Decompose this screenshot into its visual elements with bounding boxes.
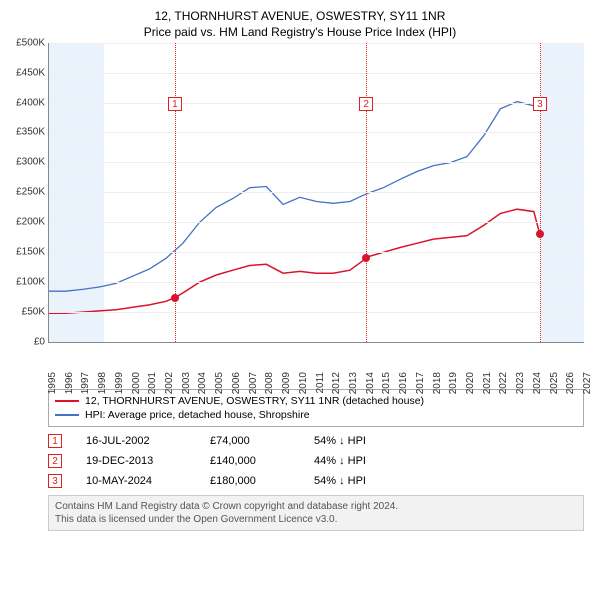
x-tick-label: 2008 xyxy=(264,372,275,394)
x-tick-label: 1997 xyxy=(80,372,91,394)
x-tick-label: 2004 xyxy=(197,372,208,394)
sale-compare: 54% ↓ HPI xyxy=(314,435,584,447)
x-tick-label: 2012 xyxy=(331,372,342,394)
x-tick-label: 2003 xyxy=(181,372,192,394)
x-tick-label: 2006 xyxy=(231,372,242,394)
y-tick-label: £150K xyxy=(3,247,45,258)
chart-container: 12, THORNHURST AVENUE, OSWESTRY, SY11 1N… xyxy=(0,0,600,590)
sale-num-box: 1 xyxy=(48,434,62,448)
sale-vline xyxy=(366,43,367,342)
sale-row: 1 16-JUL-2002 £74,000 54% ↓ HPI xyxy=(48,431,584,451)
x-tick-label: 2009 xyxy=(281,372,292,394)
chart-subtitle: Price paid vs. HM Land Registry's House … xyxy=(0,25,600,43)
x-tick-label: 2001 xyxy=(147,372,158,394)
sale-compare: 54% ↓ HPI xyxy=(314,475,584,487)
sale-date: 19-DEC-2013 xyxy=(86,455,186,467)
sale-vline xyxy=(540,43,541,342)
legend: 12, THORNHURST AVENUE, OSWESTRY, SY11 1N… xyxy=(48,389,584,427)
y-tick-label: £100K xyxy=(3,276,45,287)
x-tick-label: 2013 xyxy=(348,372,359,394)
x-tick-label: 1999 xyxy=(114,372,125,394)
x-tick-label: 2025 xyxy=(549,372,560,394)
sale-compare: 44% ↓ HPI xyxy=(314,455,584,467)
x-tick-label: 2023 xyxy=(515,372,526,394)
x-tick-label: 2007 xyxy=(248,372,259,394)
plot-area: £0£50K£100K£150K£200K£250K£300K£350K£400… xyxy=(48,43,584,343)
gridline xyxy=(49,192,584,193)
legend-swatch xyxy=(55,414,79,416)
y-tick-label: £250K xyxy=(3,187,45,198)
y-tick-label: £200K xyxy=(3,217,45,228)
gridline xyxy=(49,132,584,133)
sale-date: 16-JUL-2002 xyxy=(86,435,186,447)
credit-line-2: This data is licensed under the Open Gov… xyxy=(55,513,577,526)
sale-price: £180,000 xyxy=(210,475,290,487)
gridline xyxy=(49,162,584,163)
sale-marker-box: 1 xyxy=(168,97,182,111)
sale-price: £140,000 xyxy=(210,455,290,467)
sale-marker-box: 3 xyxy=(533,97,547,111)
sale-num-box: 3 xyxy=(48,474,62,488)
sale-date: 10-MAY-2024 xyxy=(86,475,186,487)
y-tick-label: £50K xyxy=(3,306,45,317)
legend-row: 12, THORNHURST AVENUE, OSWESTRY, SY11 1N… xyxy=(55,394,577,408)
sale-dot xyxy=(171,294,179,302)
legend-swatch xyxy=(55,400,79,402)
y-tick-label: £350K xyxy=(3,127,45,138)
x-tick-label: 2027 xyxy=(582,372,593,394)
gridline xyxy=(49,222,584,223)
legend-label: 12, THORNHURST AVENUE, OSWESTRY, SY11 1N… xyxy=(85,395,424,407)
x-tick-label: 2018 xyxy=(432,372,443,394)
x-tick-label: 1996 xyxy=(64,372,75,394)
x-tick-label: 1995 xyxy=(47,372,58,394)
y-tick-label: £300K xyxy=(3,157,45,168)
gridline xyxy=(49,252,584,253)
sale-row: 3 10-MAY-2024 £180,000 54% ↓ HPI xyxy=(48,471,584,491)
x-tick-label: 2005 xyxy=(214,372,225,394)
chart-area: £0£50K£100K£150K£200K£250K£300K£350K£400… xyxy=(48,43,584,383)
series-property xyxy=(49,209,540,313)
y-tick-label: £400K xyxy=(3,97,45,108)
legend-row: HPI: Average price, detached house, Shro… xyxy=(55,408,577,422)
sale-row: 2 19-DEC-2013 £140,000 44% ↓ HPI xyxy=(48,451,584,471)
x-tick-label: 2014 xyxy=(365,372,376,394)
sale-dot xyxy=(536,230,544,238)
series-hpi xyxy=(49,101,541,291)
x-tick-label: 2020 xyxy=(465,372,476,394)
credit-line-1: Contains HM Land Registry data © Crown c… xyxy=(55,500,577,513)
gridline xyxy=(49,282,584,283)
x-tick-label: 2000 xyxy=(131,372,142,394)
x-tick-label: 2026 xyxy=(565,372,576,394)
sales-table: 1 16-JUL-2002 £74,000 54% ↓ HPI 2 19-DEC-2013… xyxy=(48,431,584,491)
y-tick-label: £500K xyxy=(3,37,45,48)
x-tick-label: 1998 xyxy=(97,372,108,394)
x-tick-label: 2021 xyxy=(482,372,493,394)
gridline xyxy=(49,43,584,44)
sale-num-box: 2 xyxy=(48,454,62,468)
gridline xyxy=(49,103,584,104)
x-tick-label: 2019 xyxy=(448,372,459,394)
credit-box: Contains HM Land Registry data © Crown c… xyxy=(48,495,584,531)
x-tick-label: 2022 xyxy=(498,372,509,394)
x-tick-label: 2011 xyxy=(315,372,326,394)
x-tick-label: 2017 xyxy=(415,372,426,394)
x-tick-label: 2016 xyxy=(398,372,409,394)
gridline xyxy=(49,312,584,313)
chart-title: 12, THORNHURST AVENUE, OSWESTRY, SY11 1N… xyxy=(0,0,600,25)
x-tick-label: 2015 xyxy=(381,372,392,394)
y-tick-label: £450K xyxy=(3,67,45,78)
gridline xyxy=(49,73,584,74)
x-tick-label: 2024 xyxy=(532,372,543,394)
legend-label: HPI: Average price, detached house, Shro… xyxy=(85,409,310,421)
sale-marker-box: 2 xyxy=(359,97,373,111)
sale-dot xyxy=(362,254,370,262)
sale-price: £74,000 xyxy=(210,435,290,447)
y-tick-label: £0 xyxy=(3,336,45,347)
x-tick-label: 2010 xyxy=(298,372,309,394)
x-tick-label: 2002 xyxy=(164,372,175,394)
